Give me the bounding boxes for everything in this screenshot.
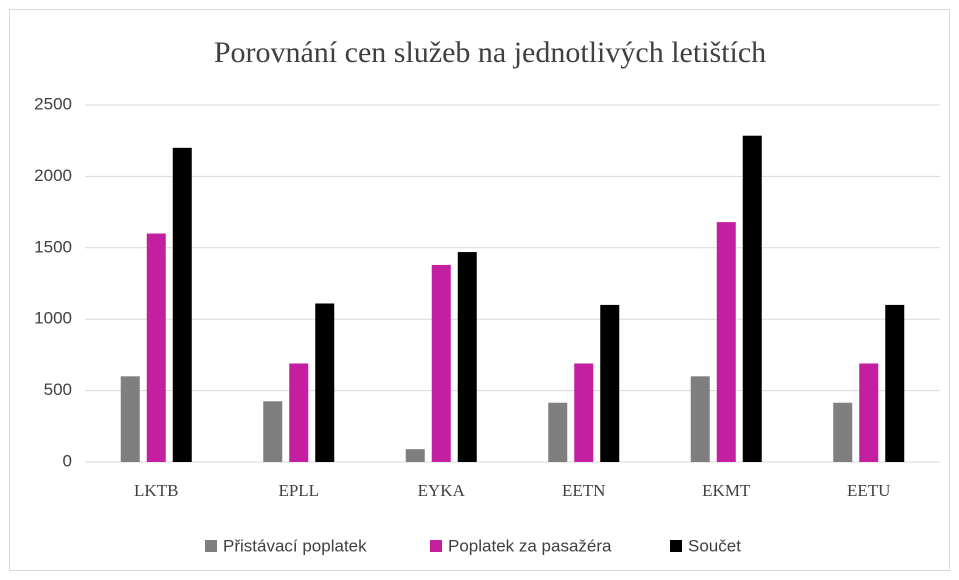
chart-border: [9, 9, 950, 571]
x-tick-label: EKMT: [702, 481, 751, 500]
x-tick-label: EYKA: [418, 481, 466, 500]
bar: [859, 363, 879, 462]
bar: [315, 303, 335, 462]
legend-swatch: [430, 540, 442, 552]
bar: [120, 376, 140, 462]
x-tick-label: EPLL: [278, 481, 319, 500]
bar: [405, 449, 425, 462]
bar: [742, 135, 762, 462]
y-tick-label: 1000: [34, 309, 72, 328]
y-tick-label: 1500: [34, 237, 72, 256]
x-tick-label: LKTB: [134, 481, 178, 500]
bar: [690, 376, 710, 462]
y-tick-label: 2500: [34, 94, 72, 113]
legend-swatch: [205, 540, 217, 552]
bar: [833, 402, 853, 462]
legend-swatch: [670, 540, 682, 552]
bar: [600, 304, 620, 462]
bar: [431, 264, 451, 462]
bar: [172, 147, 192, 462]
bar: [289, 363, 309, 462]
y-tick-label: 500: [44, 380, 72, 399]
bar: [146, 233, 166, 462]
legend-label: Přistávací poplatek: [223, 536, 367, 555]
bar: [574, 363, 594, 462]
bar: [885, 304, 905, 462]
bar: [716, 222, 736, 462]
x-tick-label: EETU: [847, 481, 890, 500]
y-tick-label: 0: [63, 451, 72, 470]
legend-label: Poplatek za pasažéra: [448, 536, 612, 555]
y-tick-label: 2000: [34, 166, 72, 185]
bar: [548, 402, 568, 462]
bar: [263, 401, 283, 462]
x-tick-label: EETN: [562, 481, 605, 500]
bar: [457, 252, 477, 462]
legend-label: Součet: [688, 536, 741, 555]
chart-title: Porovnání cen služeb na jednotlivých let…: [214, 36, 766, 69]
